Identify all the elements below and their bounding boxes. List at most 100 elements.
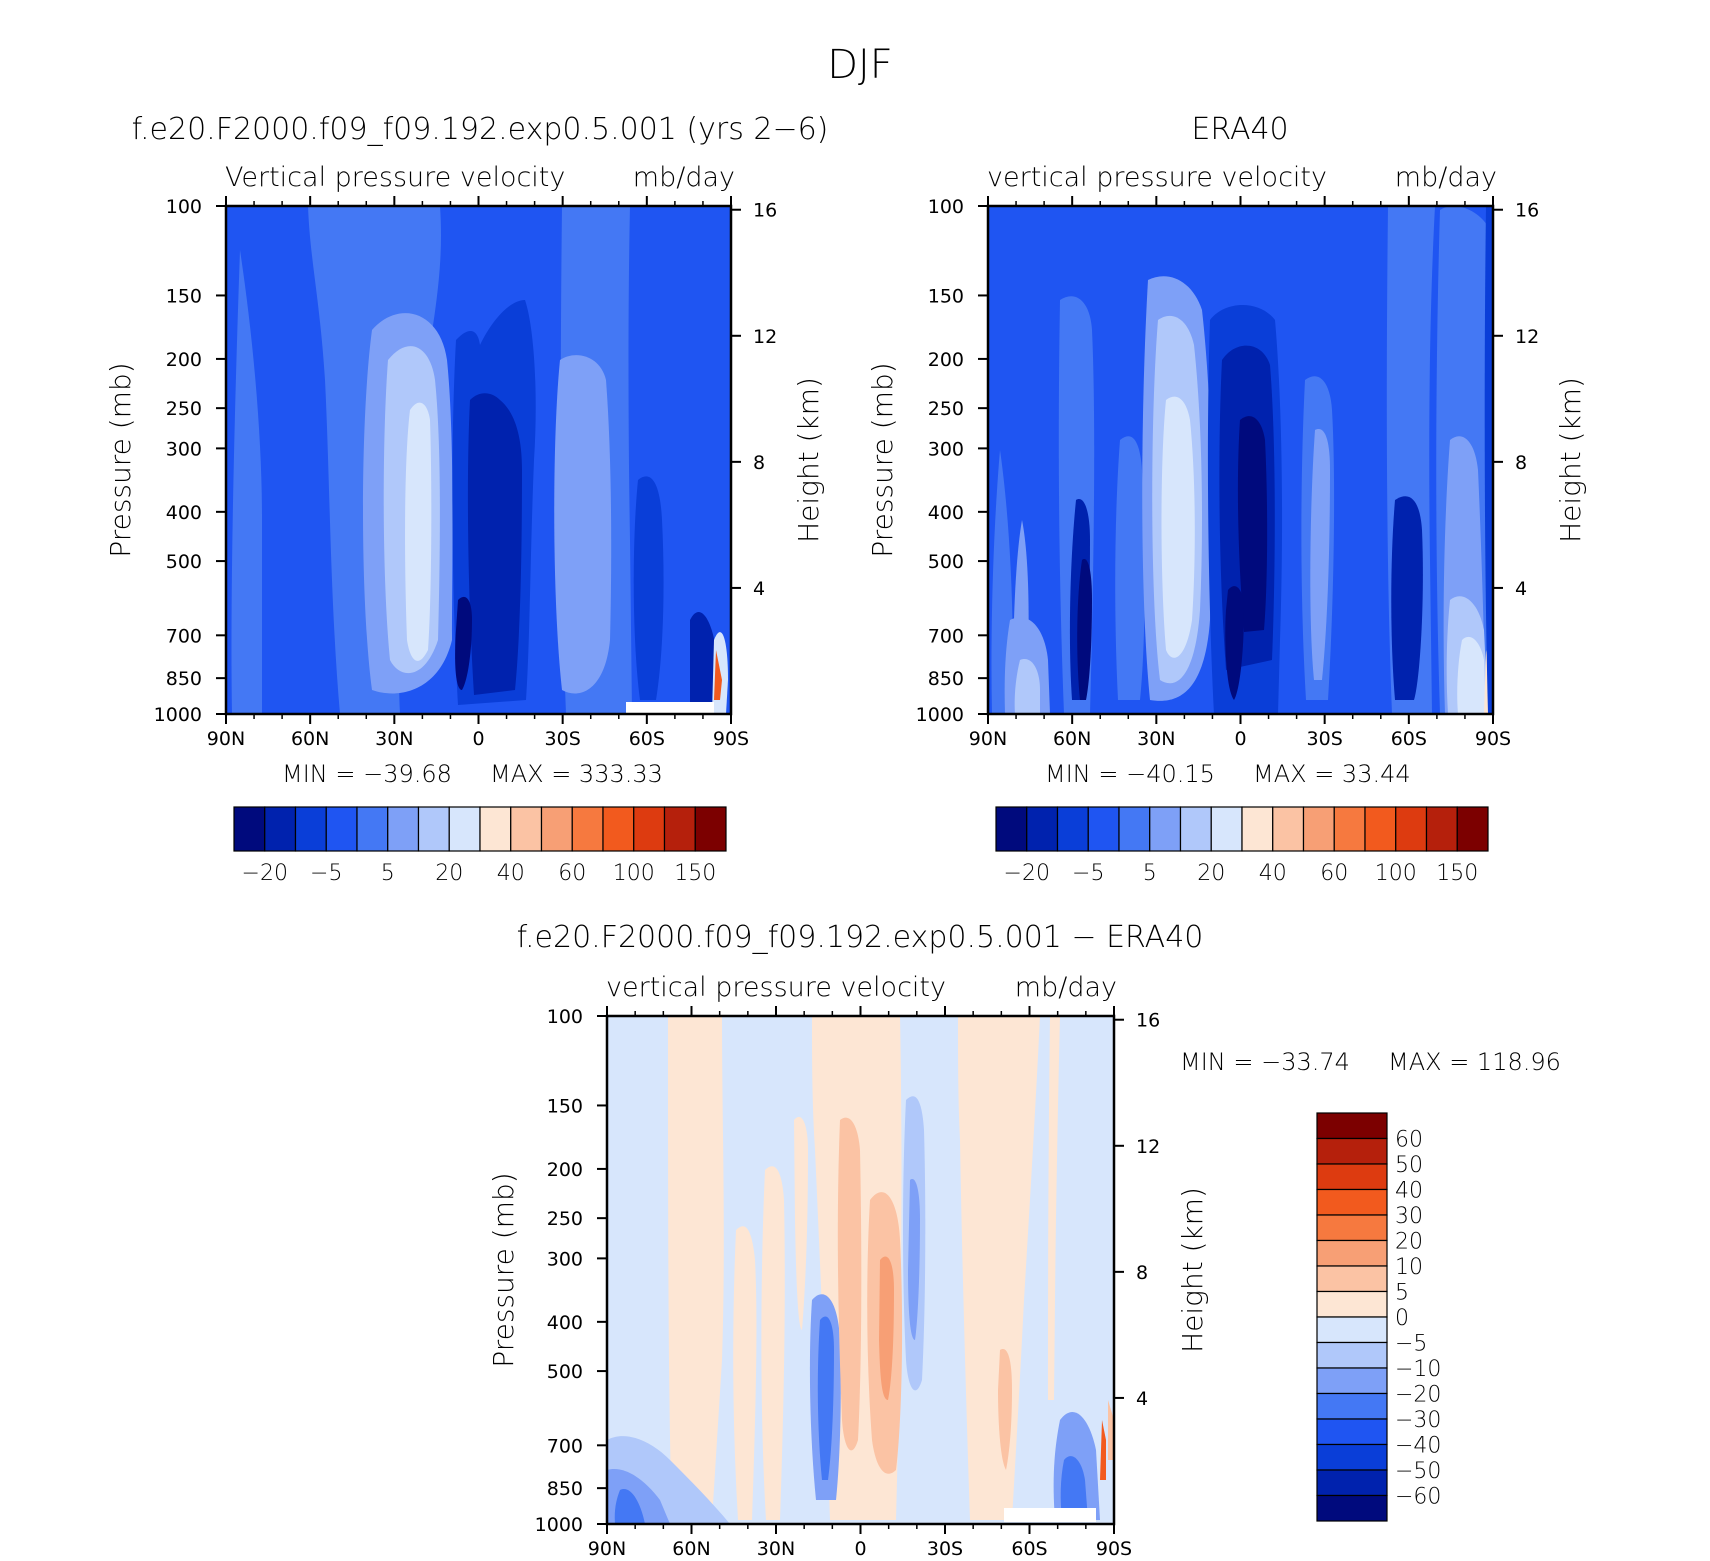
- x-tick-label: 0: [1234, 728, 1246, 750]
- colorbar-box: [387, 806, 420, 852]
- colorbar-label: 40: [497, 861, 525, 886]
- axes-diff: 90N 60N 30N 0 30S 60S 90S 100 150 200 250 300 400 500…: [535, 1006, 1160, 1560]
- colorbar-box: [233, 806, 266, 852]
- colorbar-box: [995, 806, 1028, 852]
- colorbar-box: [448, 806, 481, 852]
- y-tick-label: 1000: [154, 704, 202, 726]
- y2-axis-title-diff: Height (km): [1176, 1187, 1209, 1353]
- contour-fill-obs: [988, 206, 1493, 714]
- y2-tick-label: 4: [1136, 1388, 1148, 1410]
- y-axis-title-obs: Pressure (mb): [866, 362, 899, 557]
- y2-tick-label: 16: [753, 200, 777, 222]
- y-tick-label: 150: [547, 1095, 583, 1117]
- colorbar-box: [540, 806, 573, 852]
- colorbar-label: 10: [1395, 1255, 1423, 1280]
- colorbar-label: −5: [1072, 861, 1104, 886]
- variable-label-diff: vertical pressure velocity: [606, 972, 946, 1003]
- figure-title: DJF: [827, 42, 893, 88]
- x-tick-label: 90N: [588, 1538, 626, 1560]
- panel-title-diff: f.e20.F2000.f09_f09.192.exp0.5.001 − ERA…: [517, 920, 1204, 955]
- y2-tick-label: 16: [1515, 200, 1539, 222]
- colorbar-label: 40: [1259, 861, 1287, 886]
- colorbar-label: −5: [310, 861, 342, 886]
- y-tick-label: 150: [928, 285, 964, 307]
- colorbar-obs: −20 −5 5 20 40 60 100 150: [995, 806, 1489, 886]
- x-tick-label: 60N: [291, 728, 329, 750]
- y2-tick-label: 12: [1136, 1136, 1160, 1158]
- y-tick-label: 500: [928, 551, 964, 573]
- x-tick-label: 0: [854, 1538, 866, 1560]
- y-tick-label: 200: [928, 349, 964, 371]
- min-label-diff: MIN = −33.74: [1180, 1048, 1350, 1076]
- y-tick-label: 850: [166, 668, 202, 690]
- y2-tick-label: 4: [753, 578, 765, 600]
- panel-diff: f.e20.F2000.f09_f09.192.exp0.5.001 − ERA…: [487, 920, 1561, 1560]
- contour-fill-model: [226, 206, 731, 714]
- colorbar-box: [1210, 806, 1243, 852]
- panel-model: f.e20.F2000.f09_f09.192.exp0.5.001 (yrs …: [104, 112, 828, 886]
- colorbar-label: −40: [1395, 1434, 1441, 1459]
- y-tick-label: 500: [547, 1361, 583, 1383]
- y-tick-label: 700: [166, 625, 202, 647]
- colorbar-box: [1316, 1163, 1388, 1191]
- colorbar-box: [1316, 1367, 1388, 1395]
- x-tick-label: 30N: [757, 1538, 795, 1560]
- colorbar-box: [1316, 1341, 1388, 1369]
- colorbar-label: −5: [1395, 1332, 1427, 1357]
- colorbar-box: [1316, 1443, 1388, 1471]
- min-label-obs: MIN = −40.15: [1045, 760, 1215, 788]
- colorbar-box: [1316, 1392, 1388, 1420]
- colorbar-box: [1364, 806, 1397, 852]
- y-tick-label: 250: [166, 398, 202, 420]
- y-tick-label: 100: [928, 196, 964, 218]
- y-tick-label: 200: [547, 1159, 583, 1181]
- y-tick-label: 400: [547, 1312, 583, 1334]
- x-tick-label: 30S: [927, 1538, 963, 1560]
- colorbar-box: [356, 806, 389, 852]
- contour-fill-diff: [607, 1016, 1114, 1524]
- colorbar-label: 5: [1143, 861, 1157, 886]
- x-tick-label: 60N: [672, 1538, 710, 1560]
- colorbar-label: 50: [1395, 1153, 1423, 1178]
- y2-tick-label: 12: [753, 326, 777, 348]
- colorbar-box: [325, 806, 358, 852]
- units-label-model: mb/day: [633, 162, 735, 193]
- colorbar-box: [694, 806, 727, 852]
- y-tick-label: 850: [547, 1478, 583, 1500]
- y2-tick-label: 12: [1515, 326, 1539, 348]
- x-tick-label: 30N: [375, 728, 413, 750]
- y-tick-label: 300: [166, 438, 202, 460]
- colorbar-box: [417, 806, 450, 852]
- colorbar-box: [1087, 806, 1120, 852]
- colorbar-box: [1316, 1265, 1388, 1293]
- y2-tick-label: 8: [1136, 1262, 1148, 1284]
- colorbar-box: [294, 806, 327, 852]
- y-tick-label: 300: [928, 438, 964, 460]
- x-tick-label: 60S: [1391, 728, 1427, 750]
- y-tick-label: 1000: [535, 1514, 583, 1536]
- y2-tick-label: 16: [1136, 1010, 1160, 1032]
- x-tick-label: 90N: [969, 728, 1007, 750]
- y-tick-label: 100: [547, 1006, 583, 1028]
- colorbar-label: −10: [1395, 1357, 1441, 1382]
- x-tick-label: 30N: [1137, 728, 1175, 750]
- colorbar-box: [1316, 1418, 1388, 1446]
- colorbar-box: [1316, 1290, 1388, 1318]
- colorbar-box: [1118, 806, 1151, 852]
- colorbar-label: −30: [1395, 1408, 1441, 1433]
- max-label-model: MAX = 333.33: [490, 760, 663, 788]
- colorbar-label: 20: [1197, 861, 1225, 886]
- colorbar-label: 40: [1395, 1179, 1423, 1204]
- x-tick-label: 90N: [207, 728, 245, 750]
- units-label-obs: mb/day: [1395, 162, 1497, 193]
- colorbar-box: [1316, 1469, 1388, 1497]
- colorbar-box: [1026, 806, 1059, 852]
- colorbar-label: 5: [1395, 1281, 1409, 1306]
- axes-model: 90N 60N 30N 0 30S 60S 90S 100 150 200 250 300 400 500…: [154, 196, 777, 750]
- y-axis-title-diff: Pressure (mb): [487, 1172, 520, 1367]
- y2-tick-label: 8: [1515, 452, 1527, 474]
- x-tick-label: 30S: [545, 728, 581, 750]
- colorbar-label: 60: [1395, 1128, 1423, 1153]
